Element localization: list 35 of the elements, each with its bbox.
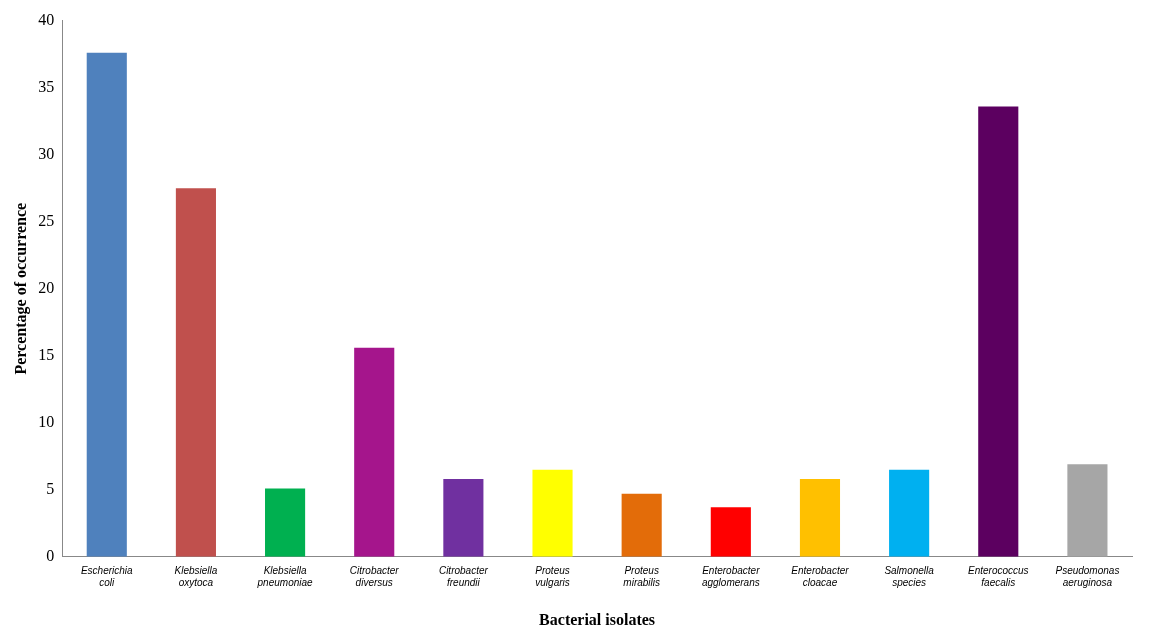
x-tick-label: Citrobacter freundii	[438, 564, 489, 588]
bar	[354, 347, 395, 557]
x-tick-label: Proteus vulgaris	[535, 564, 570, 588]
x-tick-label: Citrobacter diversus	[349, 564, 400, 588]
bar	[175, 188, 216, 557]
bar	[86, 52, 127, 557]
y-tick-label: 30	[38, 144, 55, 162]
y-tick-label: 5	[46, 479, 55, 497]
y-tick-label: 20	[38, 278, 55, 296]
bar	[978, 106, 1019, 557]
y-tick-label: 15	[38, 345, 55, 363]
x-tick-label: Salmonella species	[884, 564, 935, 588]
x-tick-label: Enterococcus faecalis	[967, 564, 1029, 588]
x-tick-label: Proteus mirabilis	[623, 564, 661, 588]
bar	[443, 479, 484, 557]
x-tick-label: Enterobacter cloacae	[791, 564, 850, 588]
bar	[710, 507, 751, 557]
x-tick-label: Pseudomonas aeruginosa	[1055, 564, 1120, 588]
y-tick-label: 35	[38, 77, 55, 95]
x-tick-label: Enterobacter agglomerans	[701, 564, 761, 588]
y-tick-label: 40	[38, 10, 55, 28]
x-tick-label: Klebsiella oxytoca	[174, 564, 218, 588]
x-tick-label: Klebsiella pneumoniae	[256, 564, 314, 588]
x-axis-title: Bacterial isolates	[539, 610, 656, 628]
bar	[1067, 464, 1108, 557]
bar	[532, 469, 573, 557]
x-tick-label: Escherichia coli	[80, 564, 134, 588]
bar	[889, 469, 930, 557]
y-tick-label: 10	[38, 412, 55, 430]
bar	[799, 479, 841, 557]
y-tick-label: 25	[38, 211, 55, 229]
y-axis-title: Percentage of occurrence	[11, 202, 30, 375]
bar	[621, 493, 662, 557]
bar	[265, 488, 306, 557]
y-tick-label: 0	[46, 547, 55, 564]
